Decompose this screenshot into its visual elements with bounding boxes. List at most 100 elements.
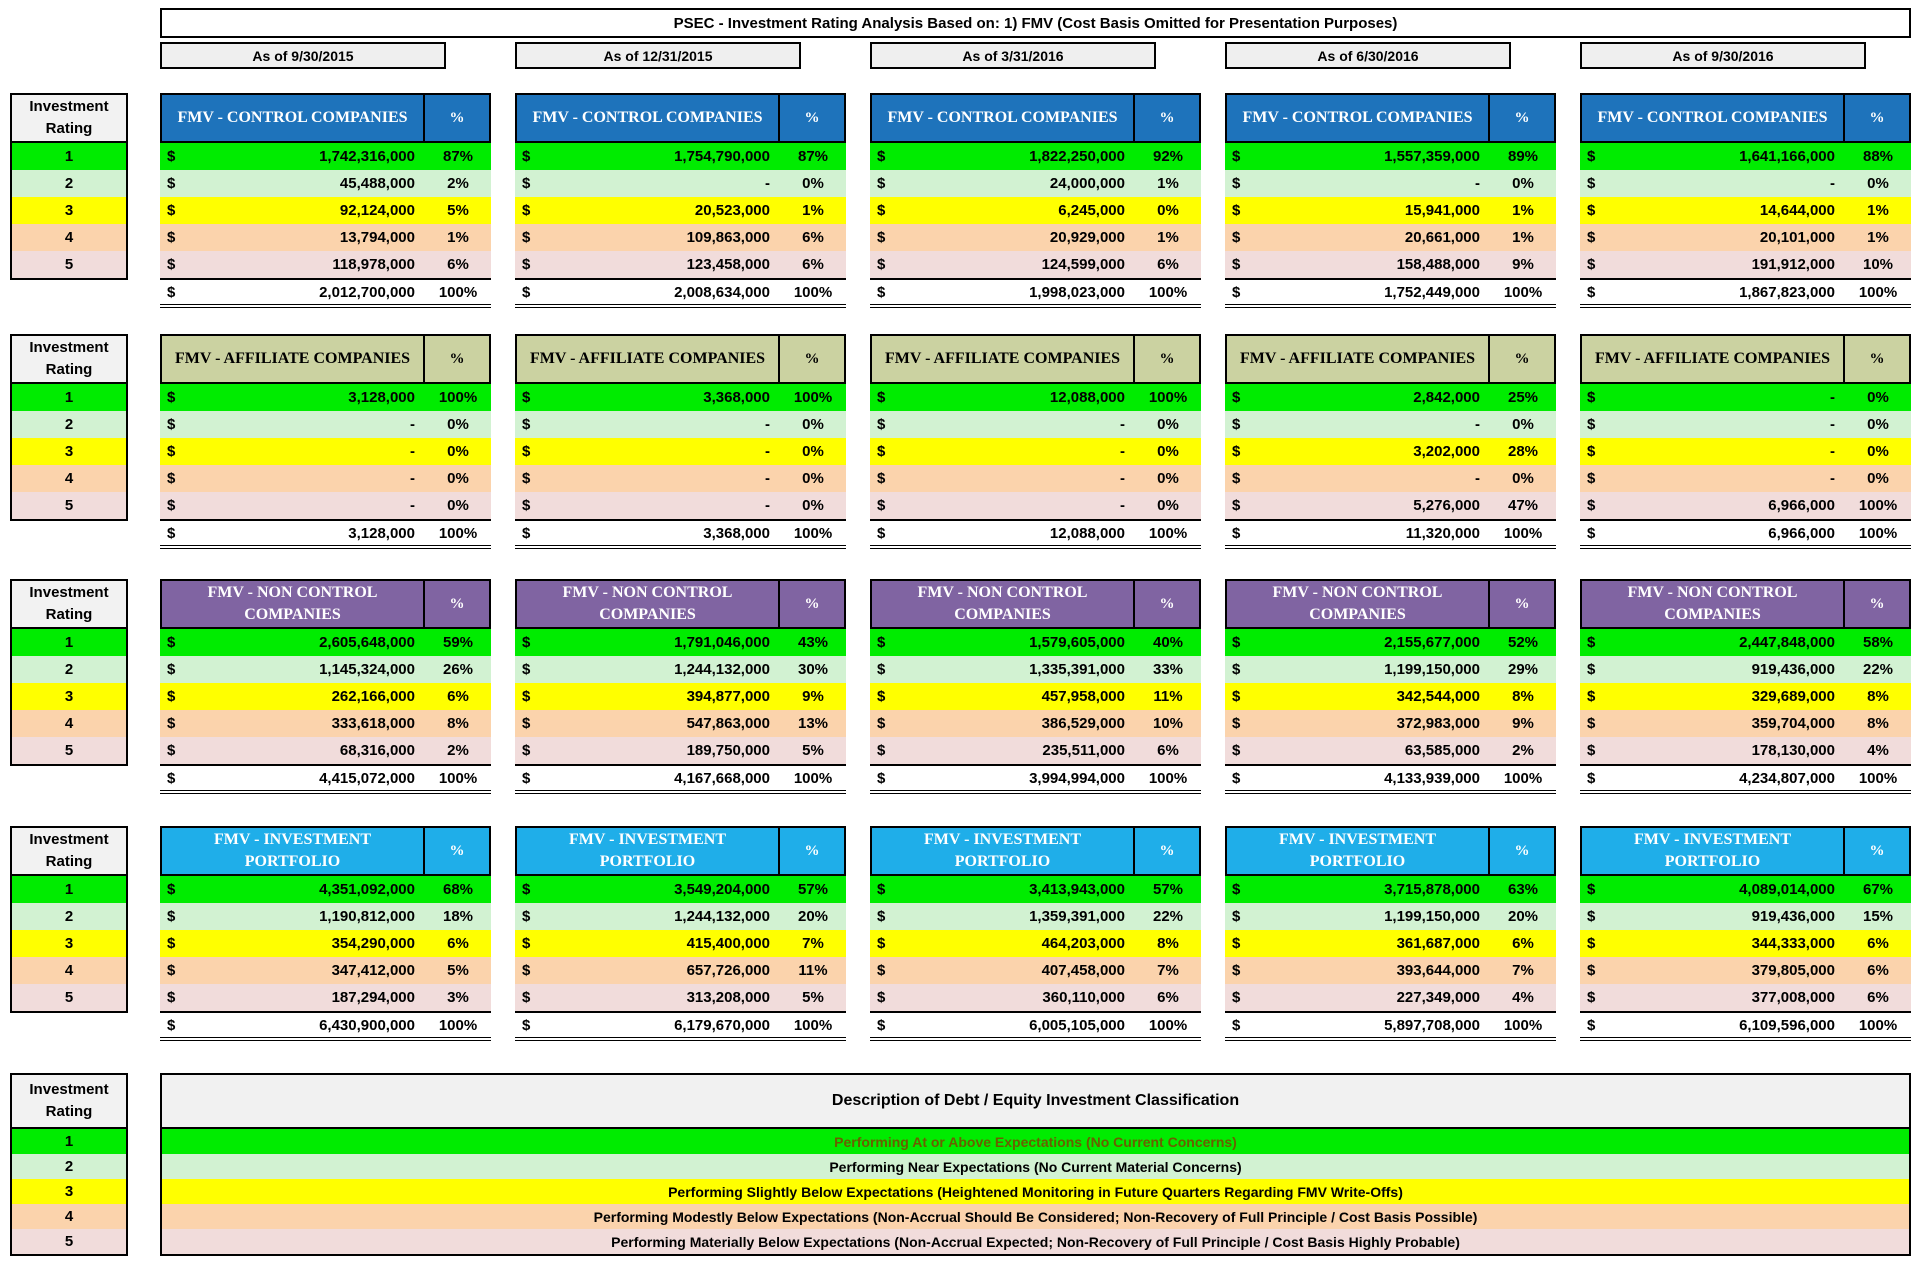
quarter-header-1: As of 9/30/2015	[160, 42, 446, 69]
currency-symbol: $	[877, 661, 886, 678]
rating-5-data-row: $178,130,000 4%	[1580, 737, 1911, 764]
currency-symbol: $	[1232, 908, 1241, 925]
fmv-non-control-companies-quarter-grid: FMV - NON CONTROL COMPANIES% $2,605,648,0…	[160, 579, 1911, 794]
percent-cell: 100%	[1148, 389, 1188, 406]
fmv-control-companies-table-q5: FMV - CONTROL COMPANIES% $1,641,166,000 88…	[1580, 93, 1911, 308]
currency-symbol: $	[522, 202, 531, 219]
amount-cell: 191,912,000	[1751, 256, 1835, 273]
amount-cell: 361,687,000	[1396, 935, 1480, 952]
amount-cell: 4,089,014,000	[1739, 881, 1835, 898]
percent-cell: 40%	[1152, 634, 1184, 651]
rating-2-data-row: $1,244,132,000 30%	[515, 656, 846, 683]
quarter-header-2: As of 12/31/2015	[515, 42, 801, 69]
classification-table: Description of Debt / Equity Investment …	[160, 1073, 1911, 1256]
percent-cell: 0%	[1157, 470, 1179, 487]
currency-symbol: $	[167, 148, 176, 165]
percent-cell: 6%	[802, 256, 824, 273]
group-table-header: FMV - INVESTMENT PORTFOLIO%	[870, 826, 1201, 876]
amount-cell: 394,877,000	[686, 688, 770, 705]
currency-symbol: $	[877, 908, 886, 925]
rating-5-data-row: $68,316,000 2%	[160, 737, 491, 764]
amount-cell: 235,511,000	[1042, 742, 1125, 759]
total-amount-cell: 4,415,072,000	[319, 769, 415, 787]
group-header-label: FMV - INVESTMENT PORTFOLIO	[872, 828, 1135, 874]
investment-rating-header-line1: Investment	[29, 584, 109, 602]
currency-symbol: $	[877, 256, 886, 273]
percent-column-header: %	[1514, 109, 1530, 126]
percent-column-header: %	[1159, 595, 1175, 612]
amount-cell: 24,000,000	[1049, 175, 1125, 192]
group-table-header: FMV - AFFILIATE COMPANIES%	[1580, 334, 1911, 384]
group-table-header: FMV - NON CONTROL COMPANIES%	[515, 579, 846, 629]
amount-cell: 1,557,359,000	[1384, 148, 1480, 165]
rating-3-data-row: $6,245,000 0%	[870, 197, 1201, 224]
investment-rating-legend: Investment Rating 1 2 3 4 5	[10, 579, 128, 766]
currency-symbol: $	[522, 470, 531, 487]
total-amount-cell: 6,109,596,000	[1739, 1016, 1835, 1034]
amount-cell: 45,488,000	[339, 175, 415, 192]
percent-cell: 29%	[1507, 661, 1539, 678]
total-row: $6,966,000 100%	[1580, 519, 1911, 549]
rating-3-cell: 3	[12, 683, 126, 710]
percent-cell: 7%	[1157, 962, 1179, 979]
rating-3-data-row: $457,958,000 11%	[870, 683, 1201, 710]
total-amount-cell: 3,128,000	[348, 524, 415, 542]
currency-symbol: $	[167, 962, 176, 979]
amount-cell: -	[410, 443, 415, 460]
rating-5-data-row: $ - 0%	[160, 492, 491, 519]
percent-cell: 13%	[797, 715, 829, 732]
percent-column-header: %	[1159, 109, 1175, 126]
total-row: $6,005,105,000 100%	[870, 1011, 1201, 1041]
rating-2-data-row: $ - 0%	[870, 411, 1201, 438]
currency-symbol: $	[1232, 175, 1241, 192]
group-header-label: FMV - CONTROL COMPANIES	[517, 95, 780, 141]
rating-4-data-row: $393,644,000 7%	[1225, 957, 1556, 984]
rating-2-data-row: $1,145,324,000 26%	[160, 656, 491, 683]
percent-column-header: %	[804, 109, 820, 126]
currency-symbol: $	[1232, 688, 1241, 705]
rating-4-data-row: $109,863,000 6%	[515, 224, 846, 251]
currency-symbol: $	[522, 908, 531, 925]
group-header-label: FMV - CONTROL COMPANIES	[872, 95, 1135, 141]
total-row: $2,008,634,000 100%	[515, 278, 846, 308]
rating-1-data-row: $4,351,092,000 68%	[160, 876, 491, 903]
quarter-header-row: As of 9/30/2015 As of 12/31/2015 As of 3/3…	[160, 42, 1911, 69]
currency-symbol: $	[1587, 256, 1596, 273]
investment-rating-legend: Investment Rating 1 2 3 4 5	[10, 826, 128, 1013]
percent-cell: 1%	[1157, 229, 1179, 246]
currency-symbol: $	[522, 688, 531, 705]
amount-cell: -	[1830, 470, 1835, 487]
rating-4-data-row: $386,529,000 10%	[870, 710, 1201, 737]
amount-cell: 187,294,000	[331, 989, 415, 1006]
group-header-label: FMV - CONTROL COMPANIES	[1582, 95, 1845, 141]
group-header-label: FMV - AFFILIATE COMPANIES	[872, 336, 1135, 382]
percent-cell: 6%	[1157, 256, 1179, 273]
amount-cell: 333,618,000	[331, 715, 415, 732]
group-table-header: FMV - NON CONTROL COMPANIES%	[1225, 579, 1556, 629]
group-table-header: FMV - CONTROL COMPANIES%	[160, 93, 491, 143]
amount-cell: 158,488,000	[1396, 256, 1480, 273]
fmv-affiliate-companies-table-q3: FMV - AFFILIATE COMPANIES% $12,088,000 100…	[870, 334, 1201, 549]
percent-cell: 0%	[1867, 175, 1889, 192]
total-row: $1,998,023,000 100%	[870, 278, 1201, 308]
amount-cell: 109,863,000	[686, 229, 770, 246]
amount-cell: 178,130,000	[1751, 742, 1835, 759]
currency-symbol: $	[522, 769, 531, 787]
rating-4-data-row: $ - 0%	[515, 465, 846, 492]
rating-5-data-row: $360,110,000 6%	[870, 984, 1201, 1011]
investment-rating-header-line2: Rating	[45, 120, 93, 137]
amount-cell: -	[1830, 443, 1835, 460]
percent-cell: 11%	[1153, 688, 1183, 705]
total-percent-cell: 100%	[1858, 1016, 1898, 1034]
group-table-header: FMV - AFFILIATE COMPANIES%	[515, 334, 846, 384]
group-table-header: FMV - AFFILIATE COMPANIES%	[870, 334, 1201, 384]
currency-symbol: $	[1232, 416, 1241, 433]
percent-cell: 89%	[1507, 148, 1539, 165]
rating-5-data-row: $377,008,000 6%	[1580, 984, 1911, 1011]
percent-column-header: %	[1869, 109, 1885, 126]
group-table-header: FMV - INVESTMENT PORTFOLIO%	[1580, 826, 1911, 876]
rating-3-data-row: $394,877,000 9%	[515, 683, 846, 710]
currency-symbol: $	[1587, 202, 1596, 219]
rating-4-cell: 4	[12, 1204, 126, 1229]
amount-cell: -	[410, 416, 415, 433]
